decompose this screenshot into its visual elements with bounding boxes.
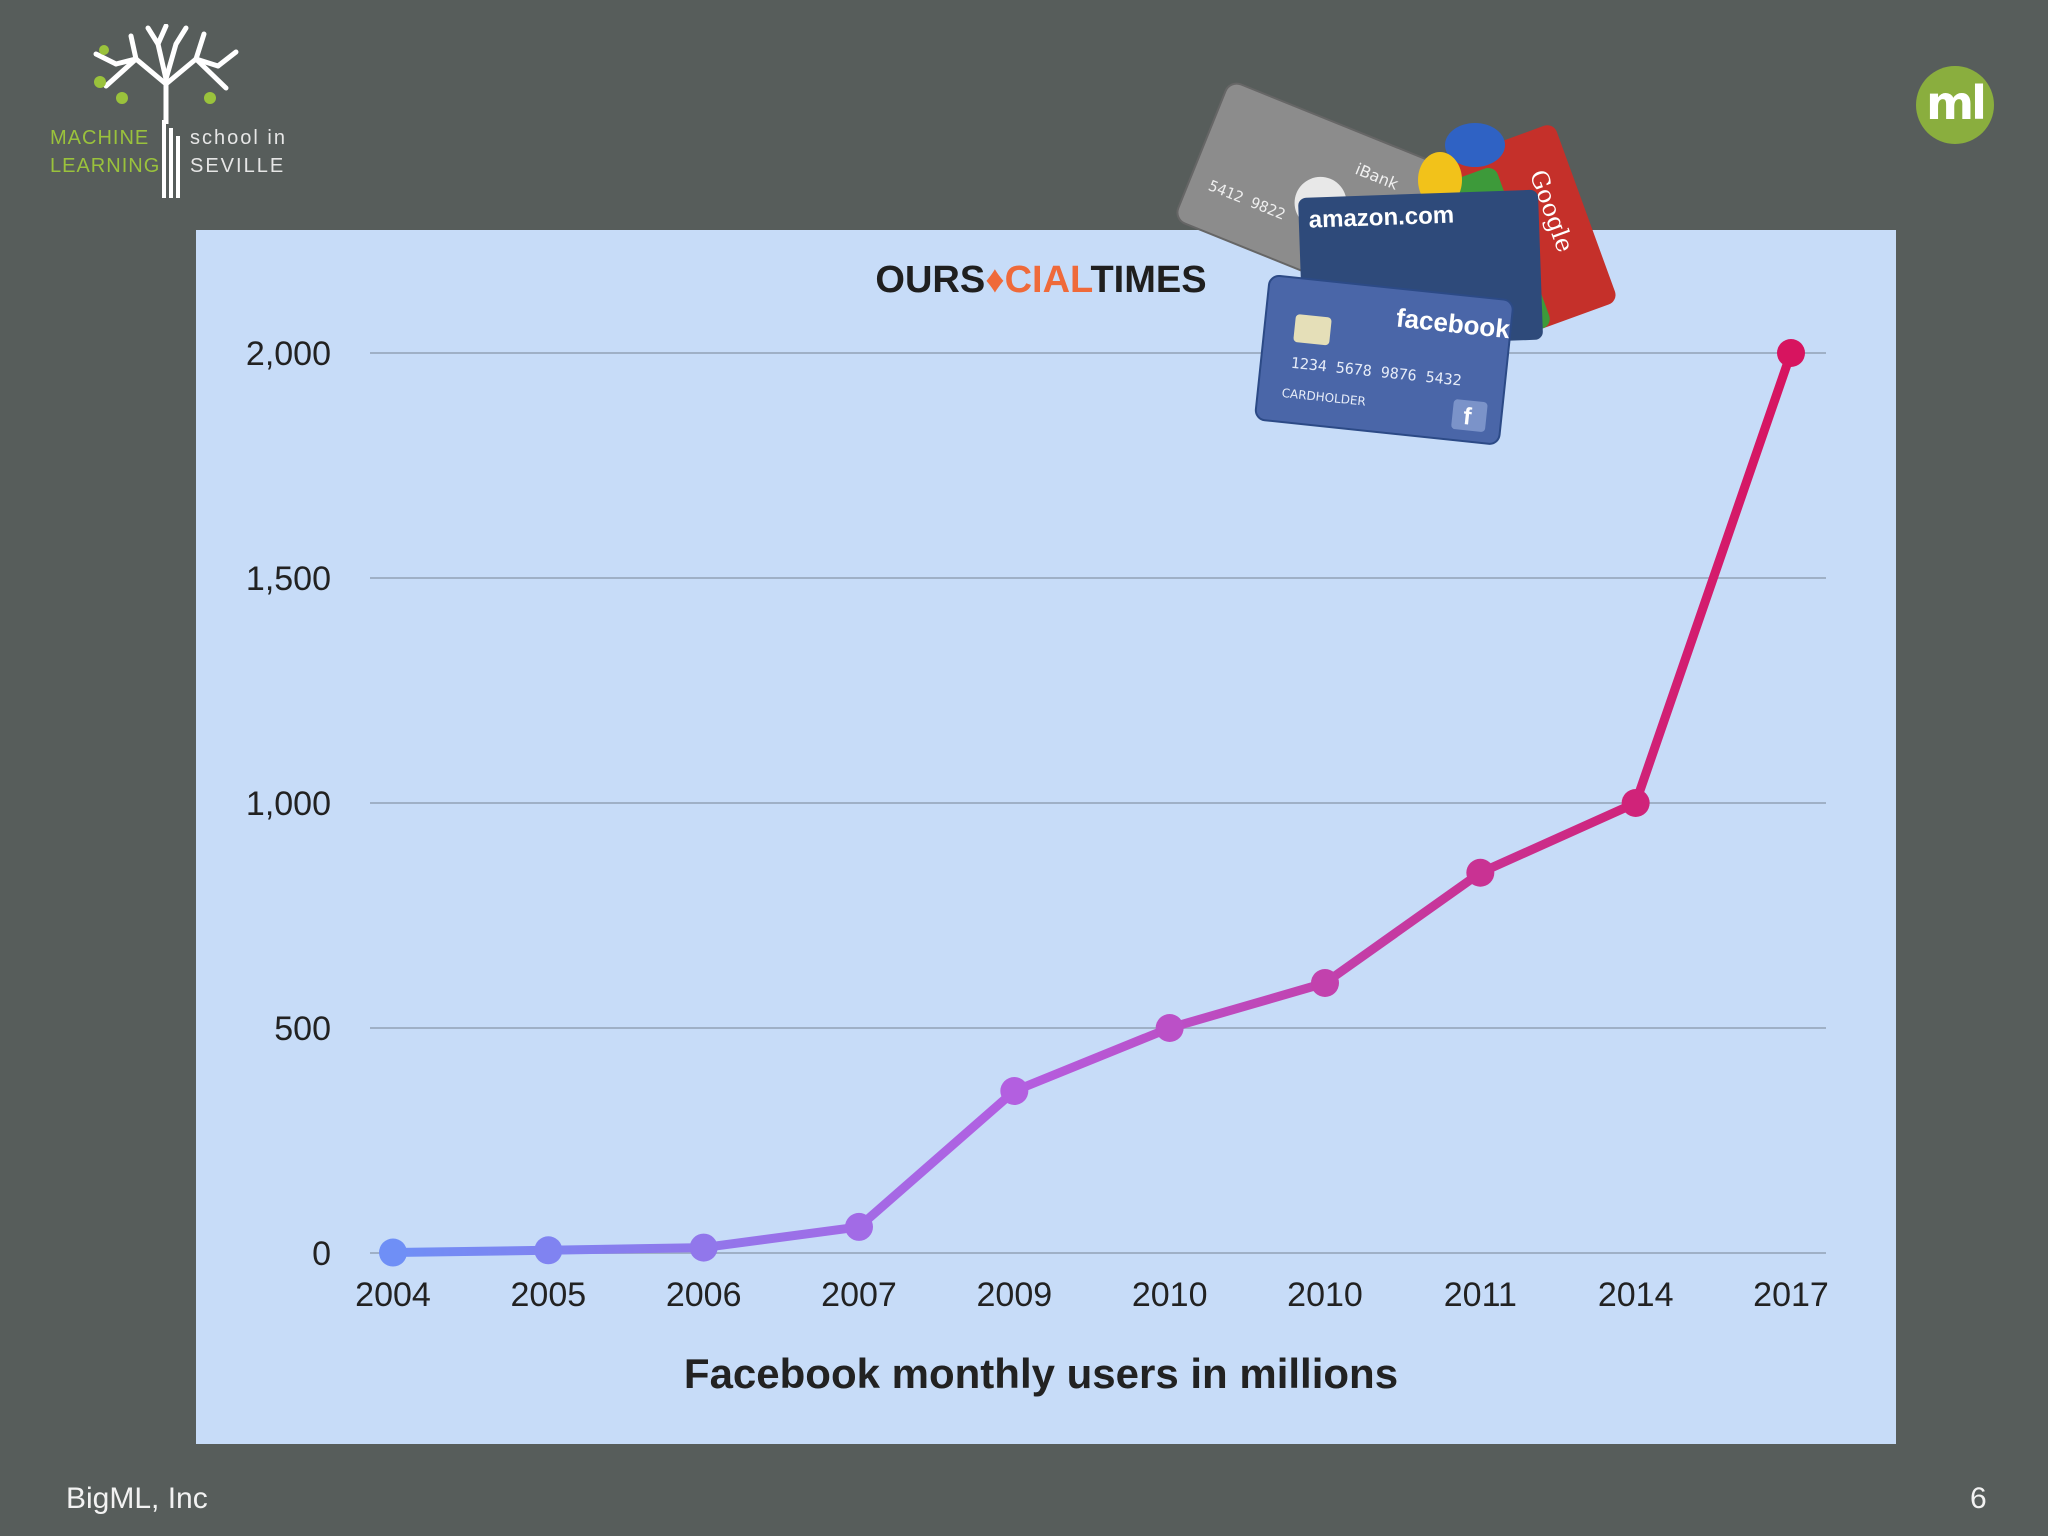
- brand-mid: CIAL: [1005, 259, 1093, 301]
- logo-bars: [162, 120, 180, 198]
- page-number: 6: [1970, 1482, 1987, 1515]
- logo-learning: LEARNING: [50, 155, 161, 177]
- logo-seville: SEVILLE: [190, 155, 286, 177]
- brand-suffix: TIMES: [1090, 259, 1206, 301]
- logo-school-in: school in: [190, 127, 287, 149]
- data-point: [1311, 969, 1339, 997]
- data-point: [845, 1212, 873, 1241]
- credit-cards-illustration: iBank 5412 9822 Google amazon.com facebo…: [1176, 82, 1616, 445]
- y-tick-label: 0: [312, 1235, 331, 1273]
- x-tick-label: 2011: [1444, 1276, 1517, 1314]
- x-axis-label: Facebook monthly users in millions: [684, 1350, 1398, 1397]
- ml-badge: ml: [1916, 66, 1994, 144]
- y-tick-label: 1,000: [246, 785, 331, 823]
- school-logo: MACHINE LEARNING school in SEVILLE: [44, 24, 304, 198]
- data-point: [1621, 789, 1650, 817]
- data-point: [1000, 1077, 1029, 1105]
- logo-machine: MACHINE: [50, 127, 150, 149]
- facebook-f-icon: [1451, 399, 1488, 432]
- data-point: [534, 1236, 563, 1265]
- data-point: [379, 1238, 407, 1267]
- x-tick-label: 2006: [666, 1276, 742, 1314]
- y-tick-label: 1,500: [246, 560, 331, 598]
- footer-company: BigML, Inc: [66, 1482, 208, 1515]
- x-tick-label: 2009: [977, 1276, 1053, 1314]
- x-tick-label: 2005: [511, 1276, 587, 1314]
- brand-heading: OURS♦CIALTIMES: [875, 259, 1206, 301]
- logo-text-right: school in SEVILLE: [190, 124, 287, 180]
- x-tick-label: 2010: [1287, 1276, 1363, 1314]
- card-chip-icon: [1293, 314, 1332, 346]
- tree-icon: [93, 24, 239, 124]
- y-tick-label: 500: [274, 1010, 331, 1048]
- x-tick-label: 2010: [1132, 1276, 1208, 1314]
- data-point: [1155, 1014, 1184, 1042]
- amazon-label: amazon.com: [1308, 202, 1454, 234]
- logo-text-left: MACHINE LEARNING: [50, 124, 160, 180]
- x-tick-label: 2004: [355, 1276, 431, 1314]
- y-tick-label: 2,000: [246, 335, 331, 373]
- x-tick-label: 2014: [1598, 1276, 1674, 1314]
- google-blue-blob: [1445, 123, 1505, 167]
- data-point: [1466, 858, 1495, 887]
- data-point: [1777, 339, 1805, 367]
- brand-prefix: OURS: [875, 259, 985, 301]
- brand-o-icon: ♦: [985, 259, 1004, 301]
- chart-panel: 0 500 1,000 1,500 2,000 2004 2005 2006 2007 2009…: [196, 230, 1896, 1444]
- line-chart: 0 500 1,000 1,500 2,000 2004 2005 2006 2007 2009…: [246, 259, 1829, 1397]
- data-point: [689, 1233, 718, 1262]
- facebook-card: facebook 1234 5678 9876 5432 CARDHOLDER …: [1254, 274, 1514, 445]
- x-tick-label: 2017: [1753, 1276, 1829, 1314]
- series-line: [388, 348, 1796, 1258]
- x-tick-label: 2007: [821, 1276, 897, 1314]
- facebook-f-glyph: f: [1462, 403, 1474, 431]
